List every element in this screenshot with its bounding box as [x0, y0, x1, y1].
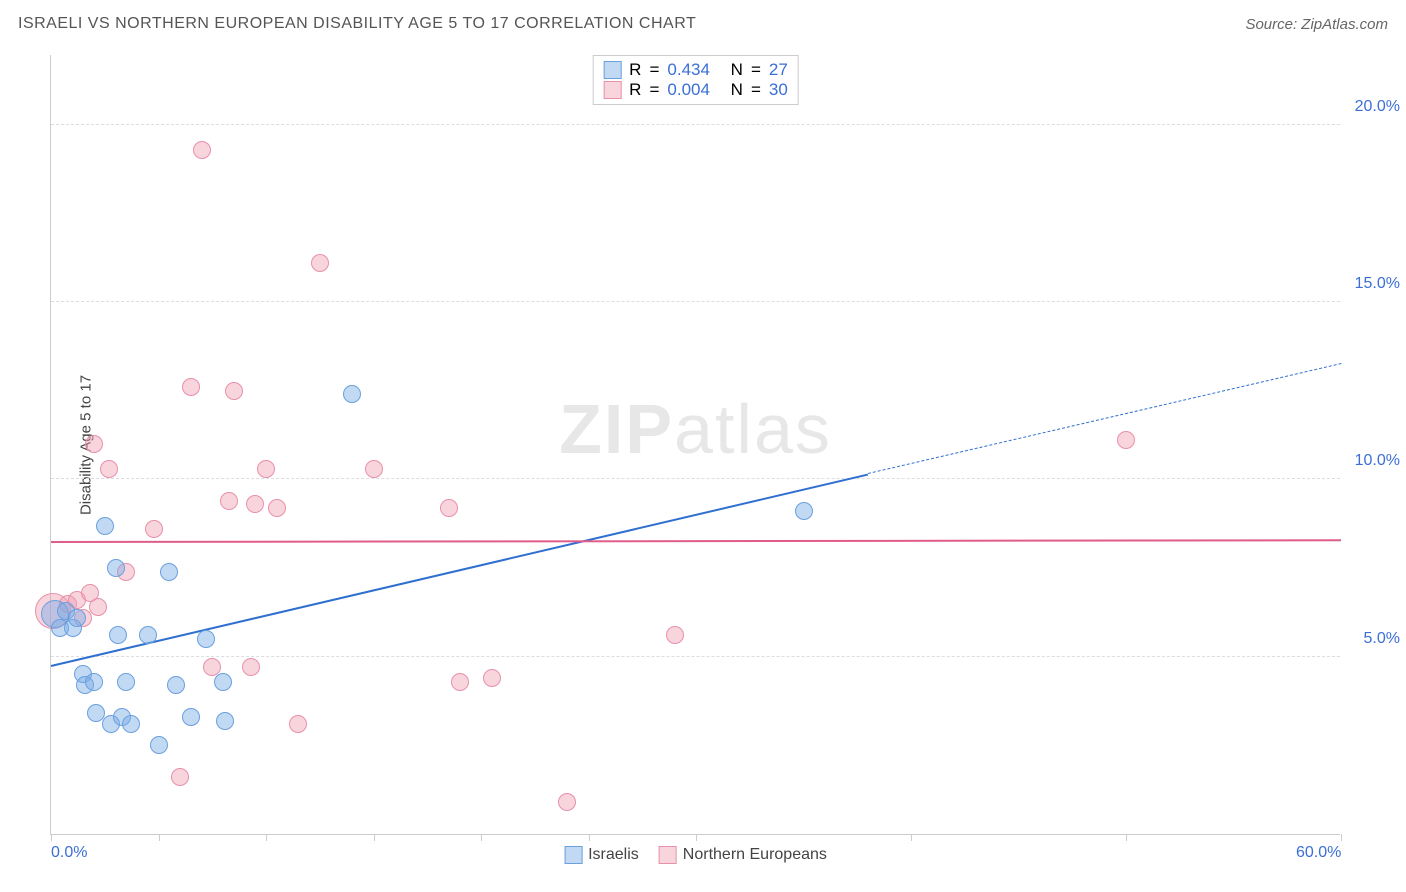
- scatter-point-israelis: [216, 712, 234, 730]
- swatch-neuro-icon: [659, 846, 677, 864]
- scatter-point-neuro: [225, 382, 243, 400]
- scatter-point-neuro: [246, 495, 264, 513]
- equals-sign: =: [649, 80, 659, 100]
- scatter-point-neuro: [365, 460, 383, 478]
- x-tick-label: 0.0%: [51, 844, 87, 862]
- scatter-point-neuro: [89, 598, 107, 616]
- y-tick-label: 20.0%: [1355, 98, 1400, 116]
- scatter-point-neuro: [311, 254, 329, 272]
- n-value-neuro: 30: [769, 80, 788, 100]
- n-label: N: [731, 60, 743, 80]
- scatter-point-neuro: [451, 673, 469, 691]
- legend-item-israelis: Israelis: [564, 846, 639, 864]
- scatter-point-israelis: [122, 715, 140, 733]
- watermark-bold: ZIP: [559, 390, 674, 468]
- scatter-point-neuro: [193, 141, 211, 159]
- equals-sign: =: [751, 60, 761, 80]
- trend-line: [51, 539, 1341, 543]
- scatter-point-neuro: [1117, 431, 1135, 449]
- scatter-point-israelis: [343, 385, 361, 403]
- n-value-israelis: 27: [769, 60, 788, 80]
- x-tick: [911, 834, 912, 841]
- scatter-point-neuro: [289, 715, 307, 733]
- legend-label-israelis: Israelis: [588, 846, 639, 864]
- scatter-point-neuro: [666, 626, 684, 644]
- scatter-point-neuro: [242, 658, 260, 676]
- gridline-h: [51, 656, 1340, 657]
- scatter-point-israelis: [795, 502, 813, 520]
- scatter-point-neuro: [182, 378, 200, 396]
- scatter-point-neuro: [483, 669, 501, 687]
- scatter-point-neuro: [100, 460, 118, 478]
- scatter-point-israelis: [160, 563, 178, 581]
- legend-series: Israelis Northern Europeans: [564, 846, 827, 864]
- watermark-light: atlas: [674, 390, 832, 468]
- x-tick: [481, 834, 482, 841]
- legend-row-neuro: R = 0.004 N = 30: [603, 80, 788, 100]
- gridline-h: [51, 478, 1340, 479]
- scatter-point-israelis: [197, 630, 215, 648]
- source-label: Source: ZipAtlas.com: [1245, 16, 1388, 33]
- scatter-point-israelis: [68, 609, 86, 627]
- scatter-point-israelis: [214, 673, 232, 691]
- scatter-point-neuro: [145, 520, 163, 538]
- trend-line: [868, 363, 1341, 474]
- legend-item-neuro: Northern Europeans: [659, 846, 827, 864]
- equals-sign: =: [649, 60, 659, 80]
- x-tick: [1126, 834, 1127, 841]
- scatter-point-neuro: [220, 492, 238, 510]
- scatter-point-neuro: [171, 768, 189, 786]
- scatter-point-israelis: [150, 736, 168, 754]
- scatter-point-neuro: [440, 499, 458, 517]
- swatch-israelis-icon: [603, 61, 621, 79]
- scatter-point-israelis: [85, 673, 103, 691]
- scatter-point-neuro: [85, 435, 103, 453]
- x-tick: [589, 834, 590, 841]
- plot-area: Disability Age 5 to 17 ZIPatlas R = 0.43…: [50, 55, 1340, 835]
- r-value-israelis: 0.434: [667, 60, 710, 80]
- r-label: R: [629, 80, 641, 100]
- y-tick-label: 5.0%: [1364, 630, 1400, 648]
- swatch-neuro-icon: [603, 81, 621, 99]
- y-tick-label: 15.0%: [1355, 275, 1400, 293]
- title-bar: ISRAELI VS NORTHERN EUROPEAN DISABILITY …: [18, 15, 1388, 33]
- legend-label-neuro: Northern Europeans: [683, 846, 827, 864]
- y-tick-label: 10.0%: [1355, 452, 1400, 470]
- chart-title: ISRAELI VS NORTHERN EUROPEAN DISABILITY …: [18, 15, 696, 33]
- x-tick: [1341, 834, 1342, 841]
- n-label: N: [731, 80, 743, 100]
- scatter-point-israelis: [182, 708, 200, 726]
- x-tick: [266, 834, 267, 841]
- scatter-point-israelis: [107, 559, 125, 577]
- x-tick: [374, 834, 375, 841]
- swatch-israelis-icon: [564, 846, 582, 864]
- scatter-point-israelis: [139, 626, 157, 644]
- r-label: R: [629, 60, 641, 80]
- gridline-h: [51, 301, 1340, 302]
- scatter-point-israelis: [167, 676, 185, 694]
- x-tick: [696, 834, 697, 841]
- scatter-point-israelis: [117, 673, 135, 691]
- equals-sign: =: [751, 80, 761, 100]
- scatter-point-neuro: [257, 460, 275, 478]
- scatter-point-israelis: [109, 626, 127, 644]
- scatter-point-israelis: [96, 517, 114, 535]
- legend-row-israelis: R = 0.434 N = 27: [603, 60, 788, 80]
- x-tick: [51, 834, 52, 841]
- scatter-point-neuro: [558, 793, 576, 811]
- gridline-h: [51, 124, 1340, 125]
- x-tick: [159, 834, 160, 841]
- scatter-point-neuro: [268, 499, 286, 517]
- x-tick-label: 60.0%: [1296, 844, 1341, 862]
- watermark: ZIPatlas: [559, 389, 832, 469]
- r-value-neuro: 0.004: [667, 80, 710, 100]
- legend-correlation-box: R = 0.434 N = 27 R = 0.004 N = 30: [592, 55, 799, 105]
